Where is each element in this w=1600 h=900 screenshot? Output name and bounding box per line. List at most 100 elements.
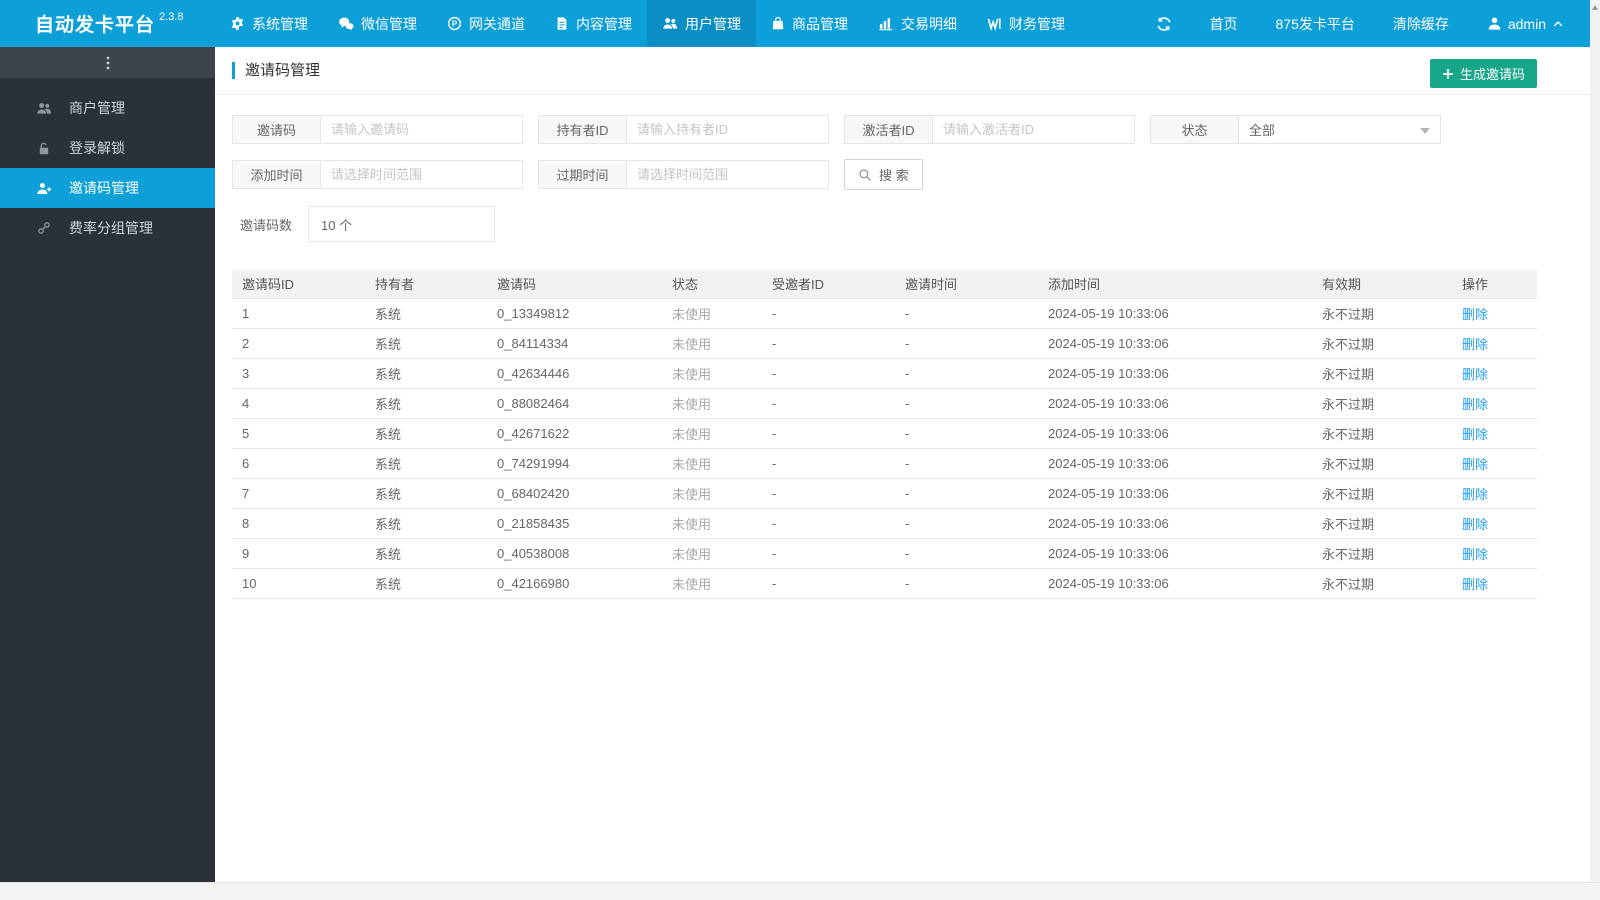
status-select[interactable]: 全部 xyxy=(1238,115,1441,144)
nav-site-link[interactable]: 875发卡平台 xyxy=(1275,15,1355,32)
cell-invite-code-id: 8 xyxy=(232,508,365,539)
nav-item-label: 用户管理 xyxy=(685,15,741,32)
cell-invite-time: - xyxy=(895,448,1038,479)
cell-holder: 系统 xyxy=(365,358,487,389)
nav-item-wechat[interactable]: 微信管理 xyxy=(323,0,432,47)
sidebar-item-invite-codes[interactable]: 邀请码管理 xyxy=(0,168,215,208)
cell-action: 删除 xyxy=(1452,478,1537,509)
chevron-down-icon xyxy=(1420,128,1430,134)
sidebar-collapse-toggle[interactable] xyxy=(0,47,215,78)
create-invite-code-button[interactable]: 生成邀请码 xyxy=(1429,59,1537,88)
cell-action: 删除 xyxy=(1452,508,1537,539)
cell-invite-code-id: 9 xyxy=(232,538,365,569)
nav-item-system[interactable]: 系统管理 xyxy=(215,0,323,47)
nav-home-link[interactable]: 首页 xyxy=(1209,15,1238,32)
refresh-icon xyxy=(1156,16,1172,32)
filter-label-code: 邀请码 xyxy=(232,115,320,144)
horizontal-scrollbar[interactable] xyxy=(0,882,1600,900)
cell-invite-code: 0_42166980 xyxy=(487,568,662,599)
create-button-label: 生成邀请码 xyxy=(1459,67,1525,82)
filter-group-added-time: 添加时间 xyxy=(232,160,523,189)
cell-invite-code-id: 4 xyxy=(232,388,365,419)
invite-code-input[interactable] xyxy=(320,115,523,144)
cell-invite-code-id: 10 xyxy=(232,568,365,599)
nav-clear-cache-link[interactable]: 清除缓存 xyxy=(1392,15,1449,32)
delete-link[interactable]: 删除 xyxy=(1462,456,1489,472)
cell-invite-code: 0_42671622 xyxy=(487,418,662,449)
cell-action: 删除 xyxy=(1452,358,1537,389)
cell-holder: 系统 xyxy=(365,538,487,569)
invite-count-input[interactable] xyxy=(308,206,495,242)
nav-item-transactions[interactable]: 交易明细 xyxy=(863,0,972,47)
main-content: 邀请码管理 生成邀请码 邀请码 持有者ID 激活者ID 状态 全部 xyxy=(215,47,1590,882)
column-header: 受邀者ID xyxy=(762,270,895,299)
sidebar-item-rate-groups[interactable]: 费率分组管理 xyxy=(0,208,215,248)
cell-invite-code: 0_13349812 xyxy=(487,298,662,329)
nav-item-users[interactable]: 用户管理 xyxy=(647,0,756,47)
cell-invitee-id: - xyxy=(762,328,895,359)
sidebar-item-login-unlock[interactable]: 登录解锁 xyxy=(0,128,215,168)
cell-invitee-id: - xyxy=(762,508,895,539)
holder-id-input[interactable] xyxy=(626,115,829,144)
filter-panel: 邀请码 持有者ID 激活者ID 状态 全部 添加时间 xyxy=(215,95,1590,190)
caret-up-icon xyxy=(1552,18,1564,30)
sidebar-item-merchants[interactable]: 商户管理 xyxy=(0,88,215,128)
plus-icon xyxy=(1442,68,1454,80)
cell-invite-code: 0_74291994 xyxy=(487,448,662,479)
expire-time-input[interactable] xyxy=(626,160,829,189)
cell-invitee-id: - xyxy=(762,448,895,479)
sidebar-item-label: 登录解锁 xyxy=(69,140,125,156)
users-icon xyxy=(662,16,678,31)
delete-link[interactable]: 删除 xyxy=(1462,576,1489,592)
nav-item-gateway[interactable]: P 网关通道 xyxy=(432,0,540,47)
cell-holder: 系统 xyxy=(365,478,487,509)
delete-link[interactable]: 删除 xyxy=(1462,546,1489,562)
sidebar-item-label: 邀请码管理 xyxy=(69,180,139,196)
filter-label-holder: 持有者ID xyxy=(538,115,626,144)
nav-item-finance[interactable]: 财务管理 xyxy=(972,0,1080,47)
delete-link[interactable]: 删除 xyxy=(1462,366,1489,382)
delete-link[interactable]: 删除 xyxy=(1462,516,1489,532)
delete-link[interactable]: 删除 xyxy=(1462,426,1489,442)
cell-invite-code-id: 5 xyxy=(232,418,365,449)
shopping-bag-icon xyxy=(771,16,785,31)
top-navbar: 自动发卡平台 2.3.8 系统管理 微信管理 P 网关通道 内容管理 用户管理 … xyxy=(0,0,1590,47)
brand-logo[interactable]: 自动发卡平台 2.3.8 xyxy=(0,0,215,47)
cell-invite-time: - xyxy=(895,358,1038,389)
delete-link[interactable]: 删除 xyxy=(1462,306,1489,322)
brand-title: 自动发卡平台 xyxy=(35,15,156,36)
table-row: 6 系统 0_74291994 未使用 - - 2024-05-19 10:33… xyxy=(232,448,1537,479)
cell-invitee-id: - xyxy=(762,568,895,599)
refresh-button[interactable] xyxy=(1156,16,1172,32)
filter-label-expire-time: 过期时间 xyxy=(538,160,626,189)
cell-invite-time: - xyxy=(895,478,1038,509)
cell-action: 删除 xyxy=(1452,388,1537,419)
delete-link[interactable]: 删除 xyxy=(1462,336,1489,352)
finance-icon xyxy=(987,16,1002,31)
filter-group-code: 邀请码 xyxy=(232,115,523,144)
column-header: 状态 xyxy=(662,270,762,299)
cell-invite-code-id: 6 xyxy=(232,448,365,479)
search-button-label: 搜 索 xyxy=(879,168,909,183)
filter-row-1: 邀请码 持有者ID 激活者ID 状态 全部 xyxy=(232,115,1590,144)
nav-item-goods[interactable]: 商品管理 xyxy=(756,0,863,47)
cell-added-time: 2024-05-19 10:33:06 xyxy=(1038,448,1312,479)
table-row: 2 系统 0_84114334 未使用 - - 2024-05-19 10:33… xyxy=(232,328,1537,359)
nav-item-label: 交易明细 xyxy=(901,15,957,32)
cell-action: 删除 xyxy=(1452,418,1537,449)
table-row: 5 系统 0_42671622 未使用 - - 2024-05-19 10:33… xyxy=(232,418,1537,449)
vertical-scrollbar[interactable] xyxy=(1590,0,1600,882)
vertical-dots-icon xyxy=(106,55,110,71)
added-time-input[interactable] xyxy=(320,160,523,189)
cell-action: 删除 xyxy=(1452,328,1537,359)
nav-item-content[interactable]: 内容管理 xyxy=(540,0,647,47)
nav-item-label: 财务管理 xyxy=(1009,15,1065,32)
bar-chart-icon xyxy=(878,16,894,31)
delete-link[interactable]: 删除 xyxy=(1462,486,1489,502)
delete-link[interactable]: 删除 xyxy=(1462,396,1489,412)
column-header: 邀请码ID xyxy=(232,270,365,299)
activator-id-input[interactable] xyxy=(932,115,1135,144)
search-button[interactable]: 搜 索 xyxy=(844,159,923,190)
cell-added-time: 2024-05-19 10:33:06 xyxy=(1038,298,1312,329)
user-menu[interactable]: admin xyxy=(1487,16,1564,32)
